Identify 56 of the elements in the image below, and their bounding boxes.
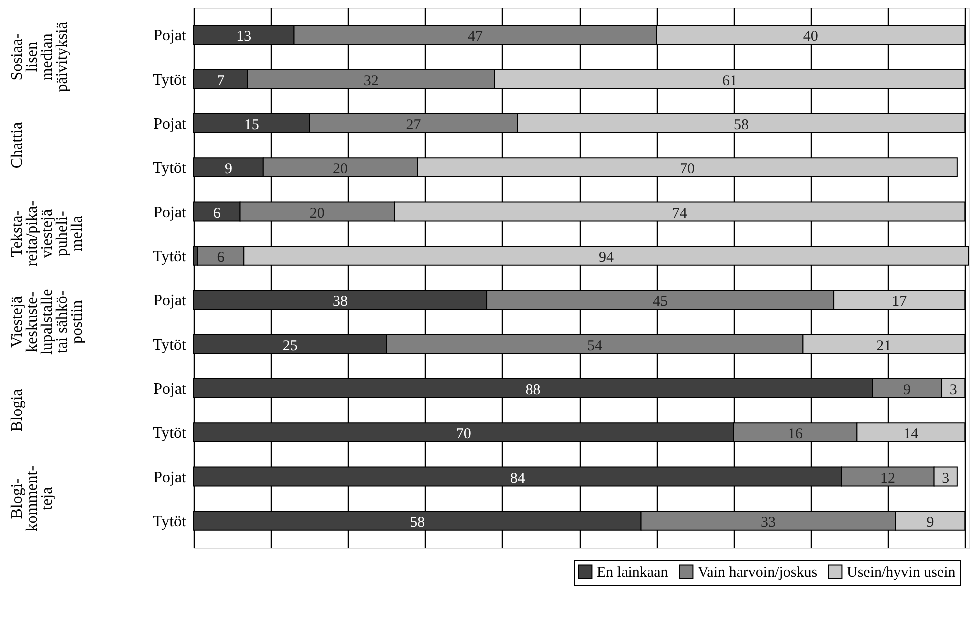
data-label: 16 xyxy=(788,426,804,443)
data-label: 9 xyxy=(224,162,232,178)
data-label: 74 xyxy=(672,206,688,222)
y-tick-label: Tytöt xyxy=(152,72,188,89)
data-label: 6 xyxy=(217,250,226,266)
y-tick-label: Pojat xyxy=(154,292,188,310)
data-label: 27 xyxy=(406,117,422,134)
text: Blogi- komment- teja xyxy=(9,466,56,532)
data-label: 38 xyxy=(333,294,348,310)
text: Blogia xyxy=(9,389,26,432)
data-label: 21 xyxy=(876,338,892,354)
data-label: 6 xyxy=(213,206,222,222)
text: Teksta- reita/pika- viestejä puheli- mella xyxy=(9,200,86,267)
data-label: 84 xyxy=(510,470,526,487)
data-label: 9 xyxy=(904,382,912,398)
data-label: 61 xyxy=(722,73,738,90)
data-label: 58 xyxy=(734,117,750,134)
data-label: 45 xyxy=(653,294,668,310)
legend-label: Usein/hyvin usein xyxy=(847,564,956,581)
data-label: 15 xyxy=(244,117,260,134)
y-tick-label: Pojat xyxy=(154,380,188,398)
y-tick-label: Tytöt xyxy=(152,513,188,530)
data-label: 17 xyxy=(892,294,908,310)
legend-label: Vain harvoin/joskus xyxy=(698,564,818,581)
y-tick-label: Tytöt xyxy=(152,248,188,266)
data-label: 54 xyxy=(587,338,603,354)
y-tick-label: Tytöt xyxy=(152,336,188,354)
y-tick-label: Pojat xyxy=(154,469,188,486)
data-label: 9 xyxy=(926,514,934,531)
text: Chattia xyxy=(9,122,26,169)
text: Sosiaa- lisen median päivityksiä xyxy=(9,22,71,92)
text: Viestejä keskuste- lupalstalle tai sähkö- postiin xyxy=(9,289,86,356)
data-label: 70 xyxy=(680,162,696,178)
data-label: 40 xyxy=(803,29,818,46)
data-label: 3 xyxy=(950,382,958,398)
y-tick-label: Tytöt xyxy=(152,425,188,442)
data-label: 32 xyxy=(364,73,379,90)
y-tick-label: Pojat xyxy=(154,204,188,222)
data-label: 20 xyxy=(333,162,348,178)
data-label: 7 xyxy=(217,73,226,90)
y-tick-label: Pojat xyxy=(154,28,188,45)
data-label: 13 xyxy=(236,29,252,46)
data-label: 14 xyxy=(904,426,920,443)
data-label: 58 xyxy=(410,514,426,531)
data-label: 94 xyxy=(599,250,615,266)
y-tick-label: Tytöt xyxy=(152,160,188,178)
data-label: 70 xyxy=(456,426,472,443)
data-label: 25 xyxy=(282,338,298,354)
data-label: 3 xyxy=(942,470,950,487)
data-label: 12 xyxy=(880,470,896,487)
legend-label: En lainkaan xyxy=(597,564,669,581)
data-label: 20 xyxy=(310,206,325,222)
data-label: 47 xyxy=(468,29,484,46)
data-label: 88 xyxy=(526,382,541,398)
y-tick-label: Pojat xyxy=(154,116,188,133)
data-label: 33 xyxy=(761,514,776,531)
